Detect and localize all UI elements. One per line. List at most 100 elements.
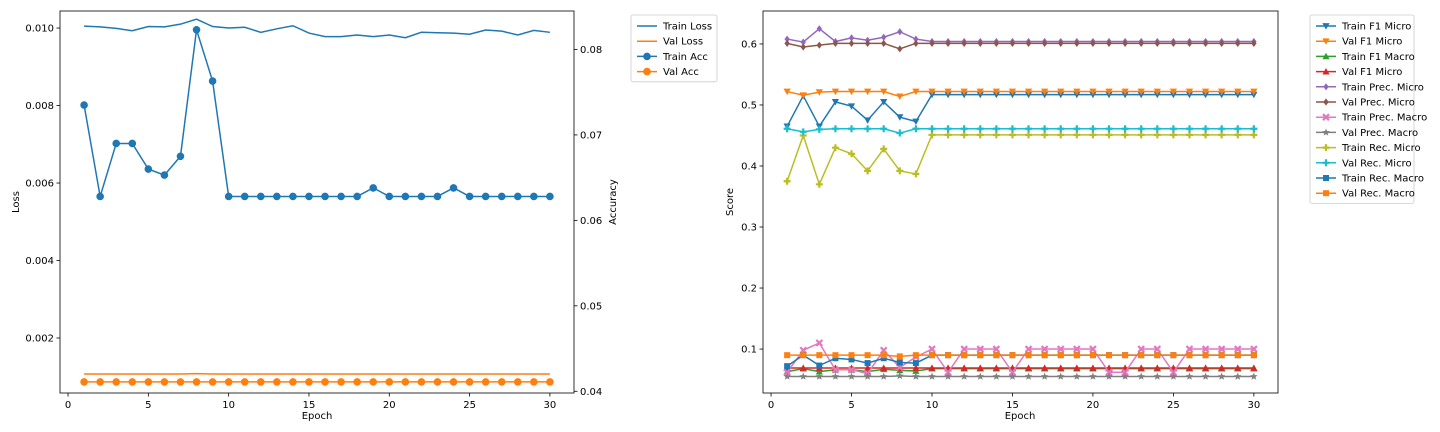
data-point bbox=[1057, 364, 1065, 371]
legend-marker bbox=[1323, 98, 1329, 106]
data-point bbox=[433, 192, 442, 201]
data-point bbox=[1057, 125, 1065, 133]
data-point bbox=[815, 180, 823, 188]
data-point bbox=[1185, 364, 1194, 371]
data-point bbox=[831, 366, 840, 374]
data-point bbox=[1234, 131, 1242, 139]
x-tick-label: 5 bbox=[145, 400, 151, 411]
y-tick-label: 0.3 bbox=[741, 223, 757, 234]
data-point bbox=[1089, 88, 1097, 96]
data-point bbox=[928, 372, 936, 380]
data-point bbox=[1106, 352, 1113, 359]
data-point bbox=[321, 192, 329, 201]
data-point bbox=[1121, 88, 1129, 96]
data-point bbox=[1138, 39, 1144, 47]
data-point bbox=[815, 368, 823, 375]
data-point bbox=[897, 45, 903, 53]
data-point bbox=[1105, 131, 1113, 139]
legend-marker bbox=[643, 67, 651, 76]
x-tick-label: 30 bbox=[544, 400, 557, 411]
data-point bbox=[848, 34, 855, 42]
legend-label: Val Acc bbox=[663, 67, 699, 78]
x-tick-label: 15 bbox=[1006, 400, 1019, 411]
legend-item-train-rec-micro: Train Rec. Micro bbox=[1316, 143, 1421, 154]
data-point bbox=[1153, 125, 1161, 133]
data-point bbox=[864, 39, 871, 47]
legend-label: Val Prec. Macro bbox=[1342, 128, 1418, 139]
legend-marker bbox=[643, 52, 651, 61]
data-point bbox=[401, 378, 410, 386]
data-point bbox=[944, 368, 952, 377]
data-point bbox=[369, 184, 378, 192]
data-point bbox=[546, 378, 554, 386]
data-point bbox=[1089, 364, 1097, 371]
legend-marker bbox=[1322, 159, 1330, 167]
data-point bbox=[912, 360, 919, 367]
data-point bbox=[960, 372, 968, 380]
legend-marker bbox=[1322, 38, 1330, 45]
data-point bbox=[1202, 131, 1210, 139]
data-point bbox=[944, 372, 952, 380]
data-point bbox=[912, 170, 920, 178]
y2-tick-label: 0.05 bbox=[580, 301, 602, 312]
data-point bbox=[912, 352, 919, 359]
legend-item-val-rec-micro: Val Rec. Micro bbox=[1316, 158, 1412, 169]
legend-marker bbox=[1322, 68, 1330, 75]
data-point bbox=[513, 378, 522, 386]
data-point bbox=[913, 39, 919, 47]
data-point bbox=[1234, 125, 1242, 133]
y-tick-label: 0.4 bbox=[741, 161, 757, 172]
data-point bbox=[1137, 345, 1145, 353]
data-point bbox=[815, 125, 823, 133]
x-tick-label: 10 bbox=[926, 400, 939, 411]
legend-label: Val F1 Micro bbox=[1342, 37, 1402, 48]
data-point bbox=[832, 352, 839, 359]
x-ticks: 0 5 10 15 20 25 30 bbox=[768, 393, 1260, 411]
legend-label: Val Rec. Macro bbox=[1342, 189, 1415, 200]
data-point bbox=[992, 364, 1000, 371]
data-point bbox=[1041, 364, 1049, 371]
data-point bbox=[993, 352, 1000, 359]
data-point bbox=[1089, 372, 1097, 380]
series-line bbox=[786, 90, 1254, 98]
data-point bbox=[961, 352, 968, 359]
data-point bbox=[208, 378, 217, 386]
y2-axis-label: Accuracy bbox=[608, 179, 619, 225]
data-point bbox=[1008, 125, 1016, 133]
data-point bbox=[1089, 345, 1097, 353]
data-point bbox=[465, 378, 474, 386]
data-point bbox=[1234, 88, 1242, 96]
data-point bbox=[1218, 125, 1226, 133]
data-point bbox=[1041, 88, 1049, 96]
legend-marker bbox=[1323, 175, 1329, 181]
data-point bbox=[992, 131, 1000, 139]
data-point bbox=[831, 88, 840, 96]
series-val-acc bbox=[80, 378, 554, 386]
data-point bbox=[976, 372, 985, 380]
data-point bbox=[928, 131, 936, 139]
y2-tick-label: 0.07 bbox=[580, 130, 602, 141]
data-point bbox=[1185, 372, 1194, 380]
data-point bbox=[783, 88, 791, 96]
data-point bbox=[800, 43, 806, 51]
data-point bbox=[144, 378, 153, 386]
data-point bbox=[993, 39, 1000, 47]
legend-item-val-f1-micro: Val F1 Micro bbox=[1316, 37, 1402, 48]
data-point bbox=[80, 378, 88, 386]
data-point bbox=[848, 125, 856, 133]
data-point bbox=[880, 125, 888, 133]
data-point bbox=[1009, 39, 1016, 47]
x-tick-label: 20 bbox=[383, 400, 396, 411]
legend-marker bbox=[1322, 113, 1330, 121]
data-point bbox=[1008, 368, 1017, 377]
data-point bbox=[976, 131, 984, 139]
data-point bbox=[224, 378, 233, 386]
data-point bbox=[1217, 372, 1226, 380]
data-point bbox=[208, 77, 217, 85]
data-point bbox=[353, 378, 361, 386]
data-point bbox=[928, 345, 936, 353]
data-point bbox=[1137, 372, 1146, 380]
data-point bbox=[1008, 88, 1017, 96]
data-point bbox=[160, 378, 169, 386]
y-tick-label: 0.004 bbox=[25, 256, 54, 267]
